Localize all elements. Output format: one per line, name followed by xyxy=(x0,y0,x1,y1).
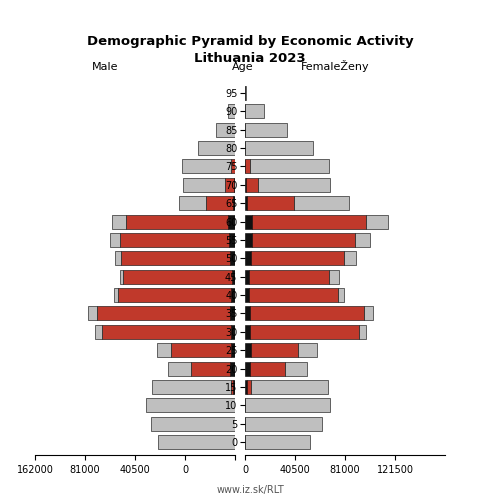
Bar xyxy=(356,233,370,247)
Bar xyxy=(344,252,356,266)
Bar xyxy=(245,233,252,247)
Bar xyxy=(329,270,339,283)
Bar xyxy=(245,141,313,155)
Bar xyxy=(250,160,330,173)
Bar xyxy=(230,343,235,357)
Bar xyxy=(252,214,366,228)
Bar xyxy=(258,178,330,192)
Bar xyxy=(182,160,232,173)
Bar xyxy=(250,306,364,320)
Bar xyxy=(233,196,235,210)
Bar xyxy=(102,325,232,339)
Bar xyxy=(245,270,248,283)
Bar xyxy=(245,417,322,430)
Bar xyxy=(245,380,248,394)
Bar xyxy=(364,306,374,320)
Bar xyxy=(251,343,298,357)
Bar xyxy=(118,288,232,302)
Bar xyxy=(216,122,235,136)
Bar xyxy=(248,270,329,283)
Bar xyxy=(230,306,235,320)
Bar xyxy=(151,417,235,430)
Bar xyxy=(232,270,235,283)
Bar xyxy=(245,325,250,339)
Bar xyxy=(246,178,258,192)
Bar xyxy=(245,196,247,210)
Bar xyxy=(245,178,246,192)
Bar xyxy=(152,380,230,394)
Bar xyxy=(112,214,126,228)
Bar xyxy=(234,178,235,192)
Bar xyxy=(245,252,251,266)
Bar xyxy=(245,343,251,357)
Bar xyxy=(120,270,124,283)
Bar xyxy=(233,380,235,394)
Bar xyxy=(126,214,228,228)
Bar xyxy=(198,141,235,155)
Bar xyxy=(245,122,287,136)
Bar xyxy=(245,288,250,302)
Bar xyxy=(120,233,229,247)
Bar xyxy=(252,233,356,247)
Bar xyxy=(245,398,330,412)
Bar xyxy=(294,196,350,210)
Bar xyxy=(284,362,306,376)
Bar xyxy=(245,306,250,320)
Bar xyxy=(246,160,250,173)
Bar xyxy=(122,252,230,266)
Bar xyxy=(232,160,234,173)
Bar xyxy=(245,214,252,228)
Bar xyxy=(245,435,310,449)
Bar xyxy=(230,380,233,394)
Bar xyxy=(338,288,344,302)
Bar xyxy=(158,435,235,449)
Bar xyxy=(366,214,388,228)
Bar xyxy=(230,252,235,266)
Bar xyxy=(230,362,235,376)
Bar xyxy=(251,252,344,266)
Text: Age: Age xyxy=(232,62,254,72)
Bar xyxy=(228,214,235,228)
Bar xyxy=(206,196,233,210)
Bar xyxy=(232,288,235,302)
Bar xyxy=(248,380,250,394)
Bar xyxy=(156,343,172,357)
Bar xyxy=(298,343,316,357)
Bar xyxy=(115,252,121,266)
Bar xyxy=(96,306,230,320)
Bar xyxy=(168,362,190,376)
Bar xyxy=(250,362,284,376)
Bar xyxy=(250,380,328,394)
Bar xyxy=(245,362,250,376)
Bar xyxy=(229,233,235,247)
Bar xyxy=(358,325,366,339)
Bar xyxy=(179,196,206,210)
Bar xyxy=(245,104,264,118)
Bar xyxy=(250,325,358,339)
Bar xyxy=(190,362,230,376)
Text: www.iz.sk/RLT: www.iz.sk/RLT xyxy=(216,485,284,495)
Text: Male: Male xyxy=(92,62,118,72)
Bar xyxy=(184,178,226,192)
Bar xyxy=(228,104,235,118)
Bar xyxy=(247,196,294,210)
Bar xyxy=(110,233,120,247)
Bar xyxy=(250,288,338,302)
Bar xyxy=(96,325,102,339)
Text: FemaleŽeny: FemaleŽeny xyxy=(300,60,370,72)
Text: Demographic Pyramid by Economic Activity
Lithuania 2023: Demographic Pyramid by Economic Activity… xyxy=(86,35,413,65)
Bar xyxy=(232,325,235,339)
Bar xyxy=(114,288,117,302)
Bar xyxy=(172,343,230,357)
Bar xyxy=(226,178,234,192)
Bar xyxy=(245,86,246,100)
Bar xyxy=(88,306,96,320)
Bar xyxy=(124,270,232,283)
Bar xyxy=(146,398,235,412)
